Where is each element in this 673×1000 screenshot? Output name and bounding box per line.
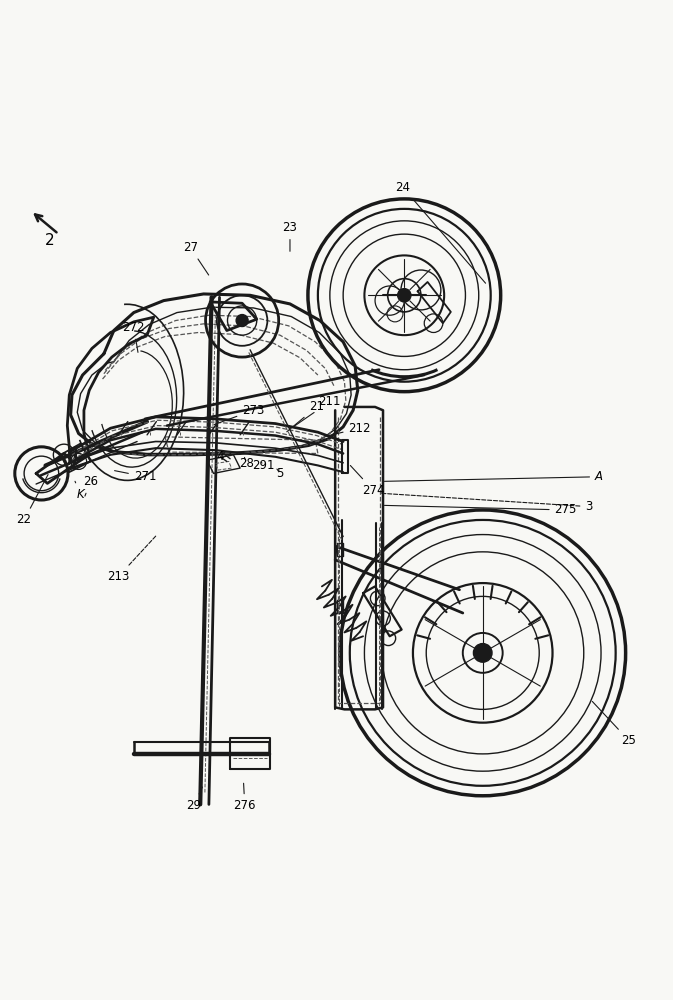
Text: K: K xyxy=(75,481,85,501)
Text: 291: 291 xyxy=(252,459,275,472)
Text: 26: 26 xyxy=(83,475,98,496)
Text: 4: 4 xyxy=(217,450,224,463)
Text: 273: 273 xyxy=(214,404,264,425)
Circle shape xyxy=(473,644,492,662)
Circle shape xyxy=(398,289,411,302)
Text: 28: 28 xyxy=(240,457,254,470)
Text: 275: 275 xyxy=(384,503,577,516)
Text: 212: 212 xyxy=(326,422,371,436)
Text: 23: 23 xyxy=(283,221,297,251)
Text: 5: 5 xyxy=(277,467,284,480)
Text: 24: 24 xyxy=(396,181,485,283)
Text: 271: 271 xyxy=(114,470,156,483)
Text: 276: 276 xyxy=(234,783,256,812)
Text: 272: 272 xyxy=(122,321,145,352)
Circle shape xyxy=(236,315,248,327)
Text: A: A xyxy=(384,470,603,483)
Text: 22: 22 xyxy=(17,475,48,526)
Text: 211: 211 xyxy=(293,395,341,427)
Text: 25: 25 xyxy=(592,701,637,747)
Text: 29: 29 xyxy=(186,787,203,812)
Text: 27: 27 xyxy=(183,241,209,275)
Text: 213: 213 xyxy=(107,535,157,583)
Text: 2: 2 xyxy=(44,233,54,248)
Text: 21: 21 xyxy=(287,400,324,432)
Text: 274: 274 xyxy=(351,465,384,497)
Text: 3: 3 xyxy=(384,494,593,513)
